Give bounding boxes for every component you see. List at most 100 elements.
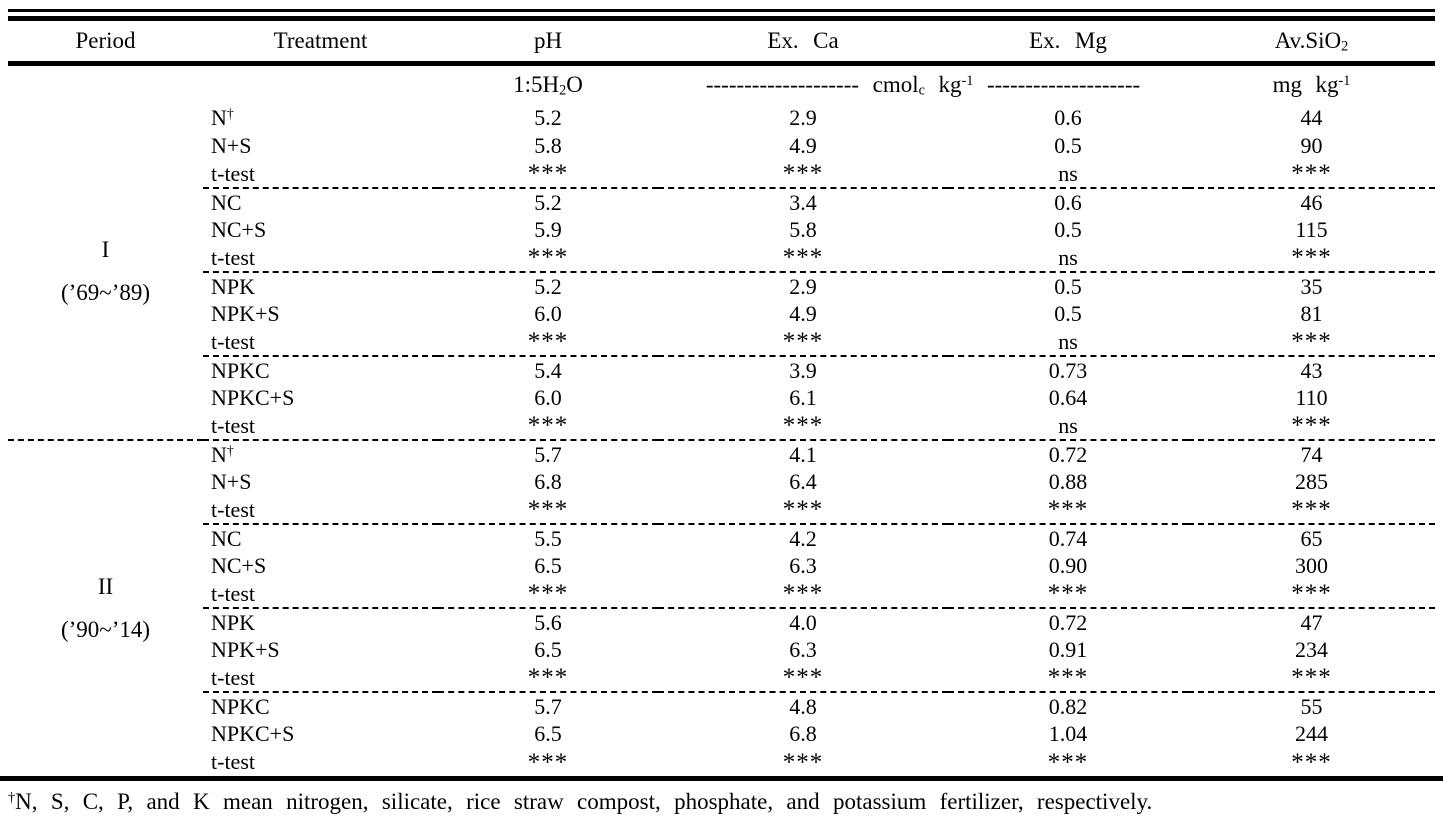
treatment-cell: NC: [203, 188, 438, 216]
unit-cmol-superscript: -1: [961, 72, 974, 89]
ph-value: 6.8: [534, 469, 562, 494]
soil-chemistry-table: Period Treatment pH Ex. Ca Ex. Mg Av.SiO…: [8, 21, 1435, 776]
data-row: I (’69~’89) N† 5.2 2.9 0.6 44: [8, 104, 1435, 441]
ph-value: ***: [438, 580, 658, 609]
t-test-row: t-test *** *** *** ***: [8, 496, 1435, 525]
col-header-ph: pH: [438, 21, 658, 66]
ph-value: ***: [438, 412, 658, 441]
treatment-cell: NPKC: [203, 356, 438, 384]
ex-ca-value: 4.8: [789, 693, 817, 719]
unit-cmol-dashes-right: --------------------: [973, 71, 1141, 97]
treatment-cell: NC: [203, 524, 438, 552]
ph-value: ***: [438, 664, 658, 693]
data-row: NC+S 6.5 6.3 0.90 300: [8, 552, 1435, 580]
av-sio2-value: 43: [1300, 357, 1323, 383]
period-cell: I (’69~’89): [8, 104, 203, 441]
ex-ca-value: ***: [658, 328, 948, 357]
ex-mg-value: 0.5: [1054, 301, 1082, 326]
ph-value: 5.7: [534, 441, 562, 467]
av-sio2-value: ***: [1188, 664, 1435, 693]
t-test-row: t-test *** *** ns ***: [8, 412, 1435, 441]
ex-mg-value: 0.90: [1048, 553, 1088, 578]
ph-value: 5.8: [534, 133, 562, 158]
av-sio2-value: 115: [1295, 217, 1328, 242]
treatment-cell: NPK+S: [203, 636, 438, 664]
table-body: I (’69~’89) N† 5.2 2.9 0.6 44 N+S 5.8 4.9 0.5 90 t-t…: [8, 104, 1435, 776]
ph-value: ***: [438, 244, 658, 273]
av-sio2-value: 74: [1300, 441, 1323, 467]
data-row: N+S 5.8 4.9 0.5 90: [8, 132, 1435, 160]
period-cell: II (’90~’14): [8, 440, 203, 776]
av-sio2-value: 44: [1300, 105, 1323, 130]
treatment-cell: NPK: [203, 608, 438, 636]
ex-mg-value: 0.88: [1048, 469, 1088, 494]
treatment-cell: t-test: [203, 748, 438, 776]
data-row: NPKC 5.7 4.8 0.82 55: [8, 692, 1435, 720]
av-sio2-value: 55: [1300, 693, 1323, 719]
treatment-cell: N†: [203, 440, 438, 468]
unit-cmol-kg: kg: [924, 71, 962, 97]
ph-value: 5.2: [534, 105, 562, 130]
av-sio2-value: ***: [1188, 244, 1435, 273]
treatment-cell: t-test: [203, 328, 438, 357]
treatment-cell: t-test: [203, 244, 438, 273]
treatment-text: NC+S: [211, 217, 267, 242]
unit-mg-text: mg kg: [1272, 71, 1339, 97]
units-empty-period: [8, 63, 203, 104]
av-sio2-value: ***: [1188, 412, 1435, 441]
col-header-ex-ca: Ex. Ca: [658, 21, 948, 66]
unit-cmol-subscript: c: [918, 82, 925, 99]
treatment-text: NPKC: [211, 357, 270, 383]
treatment-text: NPKC+S: [211, 385, 295, 410]
data-row: NPKC+S 6.0 6.1 0.64 110: [8, 384, 1435, 412]
treatment-cell: NPKC+S: [203, 384, 438, 412]
unit-mg: mg kg-1: [1188, 63, 1435, 104]
treatment-text: t-test: [211, 412, 255, 438]
av-sio2-value: ***: [1188, 160, 1435, 189]
ex-ca-value: 6.3: [789, 553, 817, 578]
treatment-cell: NC+S: [203, 552, 438, 580]
av-sio2-value: ***: [1188, 496, 1435, 525]
dagger-superscript: †: [226, 106, 234, 122]
ex-mg-value: ***: [948, 580, 1188, 609]
ex-ca-value: 6.1: [789, 385, 817, 410]
unit-cmol-text: cmol: [872, 71, 919, 97]
treatment-text: NPKC+S: [211, 721, 295, 746]
units-empty-treatment: [203, 63, 438, 104]
ex-ca-value: 4.9: [789, 301, 817, 326]
t-test-row: t-test *** *** ns ***: [8, 244, 1435, 273]
ph-value: 6.5: [534, 553, 562, 578]
treatment-text: t-test: [211, 160, 255, 186]
ex-mg-value: 0.5: [1054, 133, 1082, 158]
period-range: (’90~’14): [60, 616, 151, 642]
ex-ca-value: 3.9: [789, 357, 817, 383]
col-header-ex-mg: Ex. Mg: [948, 21, 1188, 66]
t-test-row: t-test *** *** *** ***: [8, 664, 1435, 693]
unit-ph: 1:5H2O: [438, 63, 658, 104]
ex-ca-value: 6.3: [789, 637, 817, 662]
t-test-row: t-test *** *** ns ***: [8, 160, 1435, 189]
ex-ca-value: ***: [782, 748, 824, 776]
treatment-text: NPK: [211, 609, 256, 635]
av-sio2-value: 81: [1300, 301, 1323, 326]
ex-ca-value: ***: [658, 496, 948, 525]
data-row: NC 5.5 4.2 0.74 65: [8, 524, 1435, 552]
units-row: 1:5H2O -------------------- cmolc kg-1 -…: [8, 63, 1435, 104]
ex-ca-value: 2.9: [789, 105, 817, 130]
ex-ca-value: 6.4: [789, 469, 817, 494]
ex-mg-value: 0.6: [1054, 105, 1082, 130]
ex-ca-value: 4.2: [789, 525, 817, 551]
av-sio2-value: 285: [1295, 469, 1328, 494]
ex-ca-value: ***: [658, 664, 948, 693]
treatment-text: N: [211, 105, 227, 130]
treatment-text: N+S: [211, 133, 252, 158]
unit-ph-subscript: 2: [559, 82, 567, 99]
treatment-text: t-test: [211, 244, 255, 270]
treatment-cell: t-test: [203, 412, 438, 441]
treatment-text: t-test: [211, 664, 255, 690]
ex-ca-value: ***: [658, 244, 948, 273]
ex-mg-value: 0.5: [1054, 217, 1082, 242]
col-header-treatment: Treatment: [203, 21, 438, 66]
period-range: (’69~’89): [60, 279, 151, 305]
